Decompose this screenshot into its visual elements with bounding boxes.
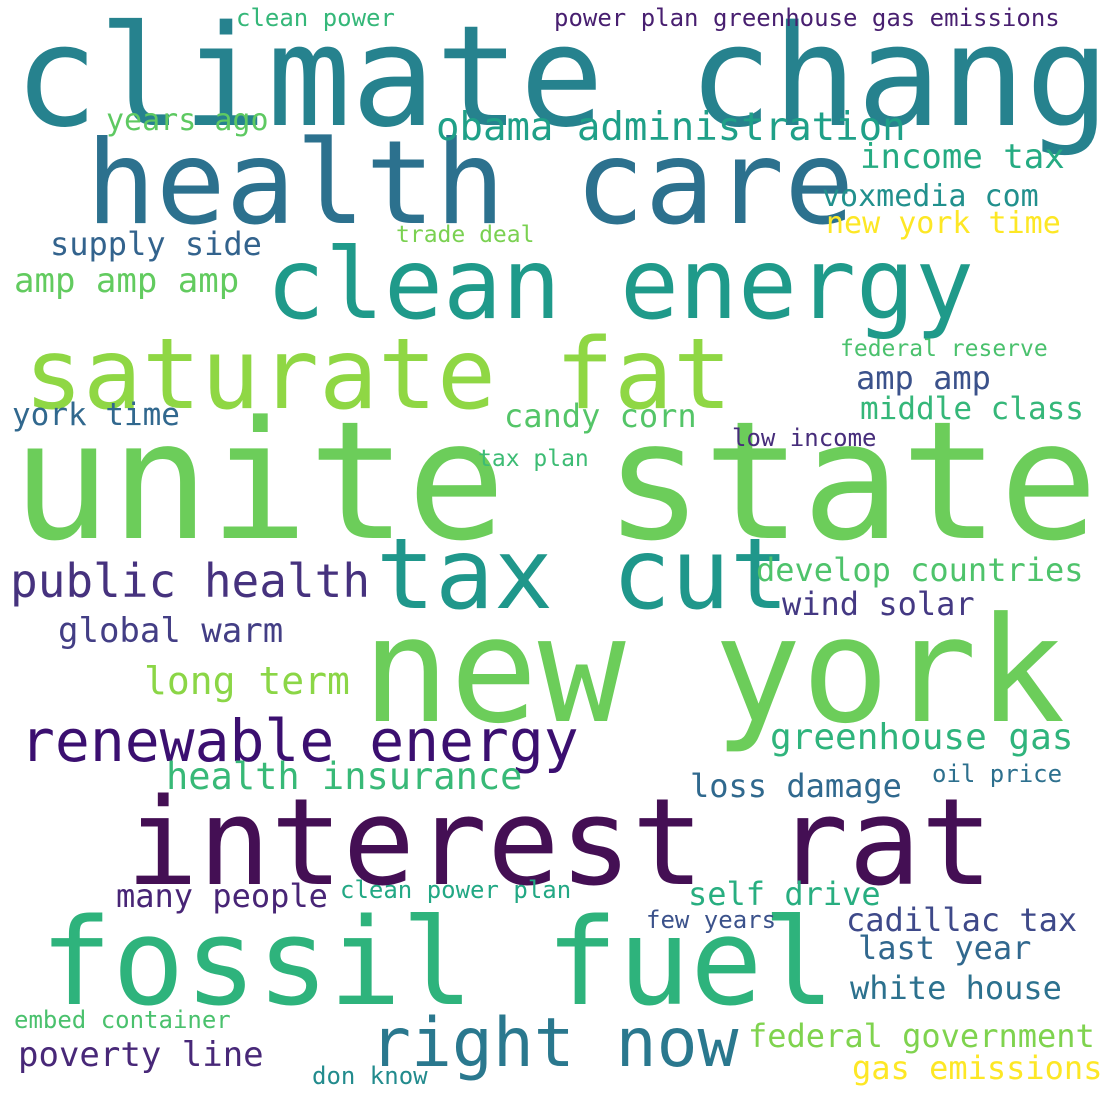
word-obama-administration: obama administration <box>436 105 906 150</box>
word-oil-price: oil price <box>932 760 1063 788</box>
word-develop-countries: develop countries <box>756 551 1084 589</box>
word-voxmedia-com: voxmedia com <box>822 179 1039 214</box>
word-tax-plan: tax plan <box>478 446 589 472</box>
word-few-years: few years <box>646 906 777 934</box>
word-renewable-energy: renewable energy <box>20 707 579 775</box>
word-amp-amp-amp: amp amp amp <box>14 261 240 301</box>
word-long-term: long term <box>144 659 350 703</box>
word-loss-damage: loss damage <box>690 767 902 805</box>
word-saturate-fat: saturate fat <box>24 318 733 432</box>
word-clean-power: clean power <box>236 4 395 32</box>
word-fossil-fuel: fossil fuel <box>40 894 835 1033</box>
word-interest-rat: interest rat <box>126 774 993 913</box>
word-clean-energy: clean energy <box>266 228 975 342</box>
word-candy-corn: candy corn <box>504 397 697 435</box>
word-low-income: low income <box>732 424 877 452</box>
word-clean-power-plan: clean power plan <box>340 876 572 904</box>
word-poverty-line: poverty line <box>18 1035 264 1075</box>
word-federal-government: federal government <box>748 1017 1095 1055</box>
word-wind-solar: wind solar <box>782 585 975 623</box>
word-power-plan-greenhouse: power plan greenhouse gas emissions <box>554 4 1060 32</box>
word-health-insurance: health insurance <box>166 755 523 798</box>
word-new-york-time: new york time <box>826 206 1061 241</box>
word-greenhouse-gas: greenhouse gas <box>770 717 1074 758</box>
word-years-ago: years ago <box>106 103 269 138</box>
word-unite-state: unite state <box>12 386 1099 577</box>
word-health-care: health care <box>86 116 855 251</box>
word-self-drive: self drive <box>688 875 881 913</box>
word-climate-change: climate change <box>14 0 1101 159</box>
word-trade-deal: trade deal <box>396 222 535 248</box>
word-new-york: new york <box>362 586 1066 756</box>
word-right-now: right now <box>370 1004 739 1083</box>
word-last-year: last year <box>858 929 1032 967</box>
word-federal-reserve: federal reserve <box>840 336 1048 362</box>
word-income-tax: income tax <box>860 137 1065 177</box>
word-middle-class: middle class <box>860 391 1084 427</box>
word-york-time: york time <box>12 397 180 433</box>
word-tax-cut: tax cut <box>376 518 790 632</box>
word-public-health: public health <box>10 554 371 608</box>
word-don-know: don know <box>312 1062 428 1090</box>
word-gas-emissions: gas emissions <box>852 1049 1101 1087</box>
word-many-people: many people <box>116 877 328 915</box>
word-global-warm: global warm <box>58 611 284 651</box>
word-white-house: white house <box>850 969 1062 1007</box>
word-supply-side: supply side <box>50 225 262 263</box>
word-embed-container: embed container <box>14 1006 231 1034</box>
word-amp-amp: amp amp <box>856 359 991 397</box>
word-cadillac-tax: cadillac tax <box>846 901 1078 939</box>
